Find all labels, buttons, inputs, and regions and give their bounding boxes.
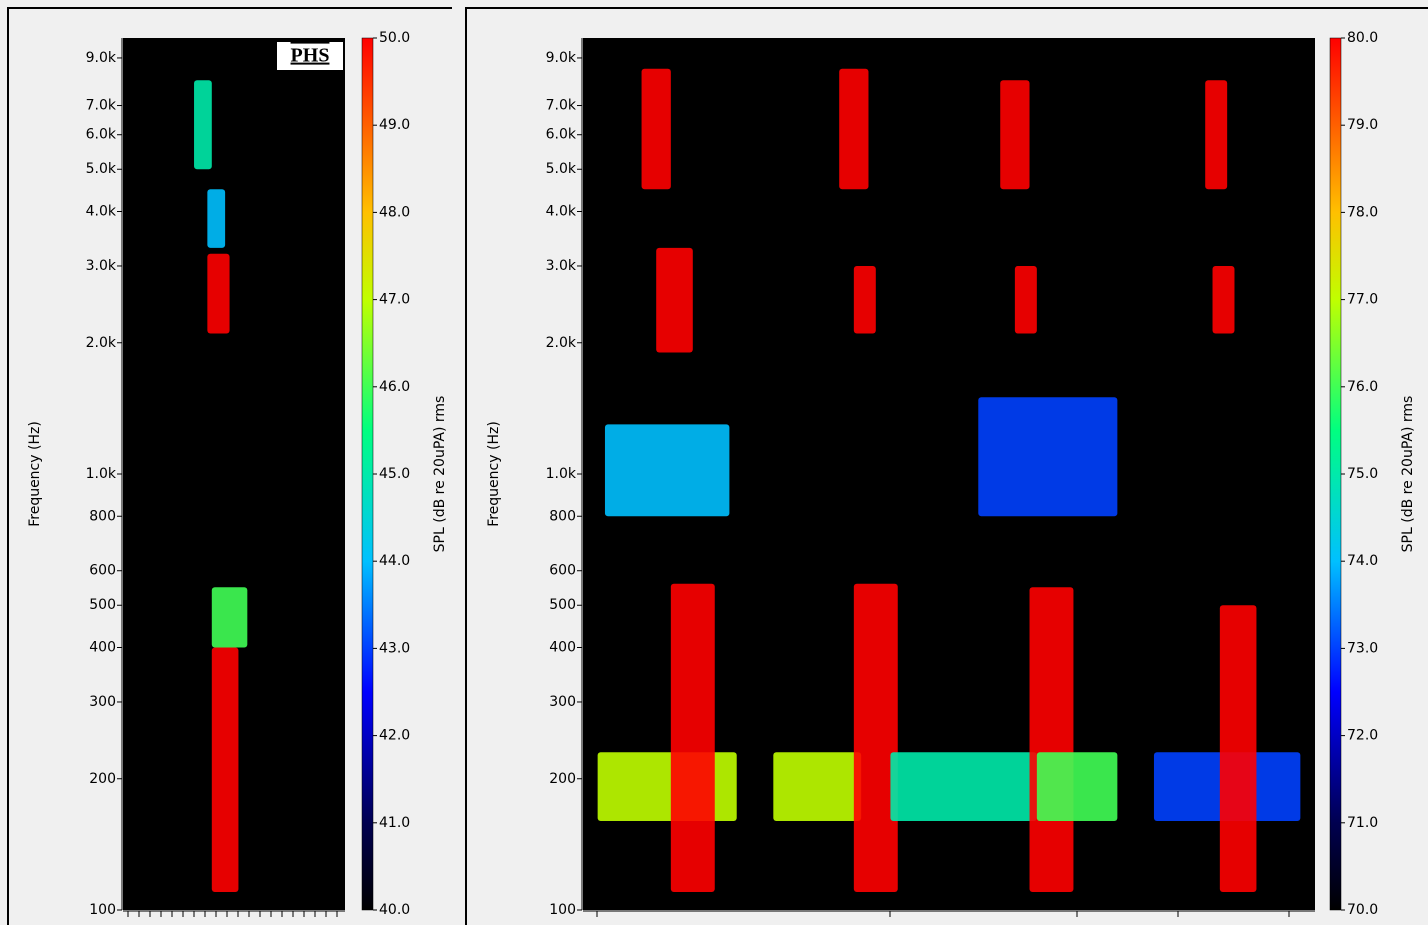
- y-tick-label: 2.0k: [86, 335, 117, 351]
- spectral-cell: [853, 583, 898, 892]
- y-tick-label: 9.0k: [546, 50, 577, 66]
- y-axis-label: Frequency (Hz): [27, 421, 43, 527]
- spectral-cell: [656, 247, 693, 353]
- spectral-cell: [211, 587, 248, 648]
- colorbar: [361, 37, 374, 911]
- colorbar-tick-label: 76.0: [1347, 379, 1378, 395]
- y-tick-label: 400: [549, 640, 576, 656]
- spectral-cell: [207, 189, 226, 248]
- y-tick-label: 7.0k: [86, 98, 117, 114]
- colorbar-tick-label: 77.0: [1347, 292, 1378, 308]
- spectral-cell: [641, 68, 671, 190]
- y-axis-label: Frequency (Hz): [486, 421, 502, 527]
- spectral-cell: [853, 265, 876, 334]
- panel-border: [7, 7, 452, 925]
- colorbar-tick-label: 48.0: [379, 204, 410, 220]
- y-tick-label: 800: [549, 508, 576, 524]
- y-tick-label: 1.0k: [546, 466, 577, 482]
- colorbar-tick-label: 49.0: [379, 117, 410, 133]
- colorbar-tick-label: 50.0: [379, 30, 410, 46]
- y-tick-label: 2.0k: [546, 335, 577, 351]
- y-tick-label: 4.0k: [86, 204, 117, 220]
- spectral-cell: [890, 752, 1037, 822]
- y-tick-label: 500: [89, 597, 116, 613]
- colorbar-tick-label: 42.0: [379, 728, 410, 744]
- colorbar-tick-label: 79.0: [1347, 117, 1378, 133]
- y-tick-label: 9.0k: [86, 50, 117, 66]
- colorbar-tick-label: 71.0: [1347, 815, 1378, 831]
- y-tick-label: 6.0k: [546, 127, 577, 143]
- y-tick-label: 6.0k: [86, 127, 117, 143]
- spectral-cell: [194, 80, 212, 170]
- colorbar-tick-label: 70.0: [1347, 902, 1378, 918]
- y-tick-label: 5.0k: [86, 161, 117, 177]
- panel-label: PHS: [291, 45, 330, 67]
- y-tick-label: 800: [89, 508, 116, 524]
- spectral-cell: [604, 424, 730, 517]
- spectral-cell: [1219, 605, 1257, 892]
- spectral-cell: [1036, 752, 1118, 822]
- y-tick-label: 400: [89, 640, 116, 656]
- spectral-cell: [211, 647, 239, 892]
- colorbar-tick-label: 80.0: [1347, 30, 1378, 46]
- colorbar-label: SPL (dB re 20uPA) rms: [432, 396, 448, 553]
- y-tick-label: 7.0k: [546, 98, 577, 114]
- colorbar-tick-label: 40.0: [379, 902, 410, 918]
- y-tick-label: 100: [89, 902, 116, 918]
- y-tick-label: 600: [89, 563, 116, 579]
- spectral-cell: [207, 253, 230, 334]
- spectral-cell: [597, 752, 737, 822]
- y-tick-label: 500: [549, 597, 576, 613]
- y-tick-label: 1.0k: [86, 466, 117, 482]
- spectral-cell: [670, 583, 715, 892]
- label-box: [277, 42, 343, 70]
- colorbar-tick-label: 72.0: [1347, 728, 1378, 744]
- colorbar-tick-label: 44.0: [379, 553, 410, 569]
- y-tick-label: 3.0k: [546, 258, 577, 274]
- colorbar-tick-label: 43.0: [379, 640, 410, 656]
- spectral-cell: [773, 752, 862, 822]
- spectral-cell: [1205, 80, 1228, 190]
- y-tick-label: 3.0k: [86, 258, 117, 274]
- spectral-cell: [839, 68, 869, 190]
- y-tick-label: 5.0k: [546, 161, 577, 177]
- spectral-cell: [978, 397, 1118, 517]
- y-tick-label: 200: [549, 771, 576, 787]
- y-tick-label: 200: [89, 771, 116, 787]
- colorbar-label: SPL (dB re 20uPA) rms: [1400, 396, 1416, 553]
- panel-border: [465, 7, 1428, 925]
- spectral-cell: [1000, 80, 1030, 190]
- y-tick-label: 600: [549, 563, 576, 579]
- colorbar: [1329, 37, 1342, 911]
- y-tick-label: 100: [549, 902, 576, 918]
- spectral-cell: [1014, 265, 1037, 334]
- colorbar-tick-label: 41.0: [379, 815, 410, 831]
- colorbar-tick-label: 46.0: [379, 379, 410, 395]
- y-tick-label: 4.0k: [546, 204, 577, 220]
- colorbar-tick-label: 47.0: [379, 292, 410, 308]
- y-tick-label: 300: [89, 694, 116, 710]
- colorbar-tick-label: 73.0: [1347, 640, 1378, 656]
- spectral-cell: [1212, 265, 1235, 334]
- colorbar-tick-label: 75.0: [1347, 466, 1378, 482]
- colorbar-tick-label: 78.0: [1347, 204, 1378, 220]
- colorbar-tick-label: 45.0: [379, 466, 410, 482]
- spectral-cell: [1029, 587, 1074, 892]
- y-tick-label: 300: [549, 694, 576, 710]
- colorbar-tick-label: 74.0: [1347, 553, 1378, 569]
